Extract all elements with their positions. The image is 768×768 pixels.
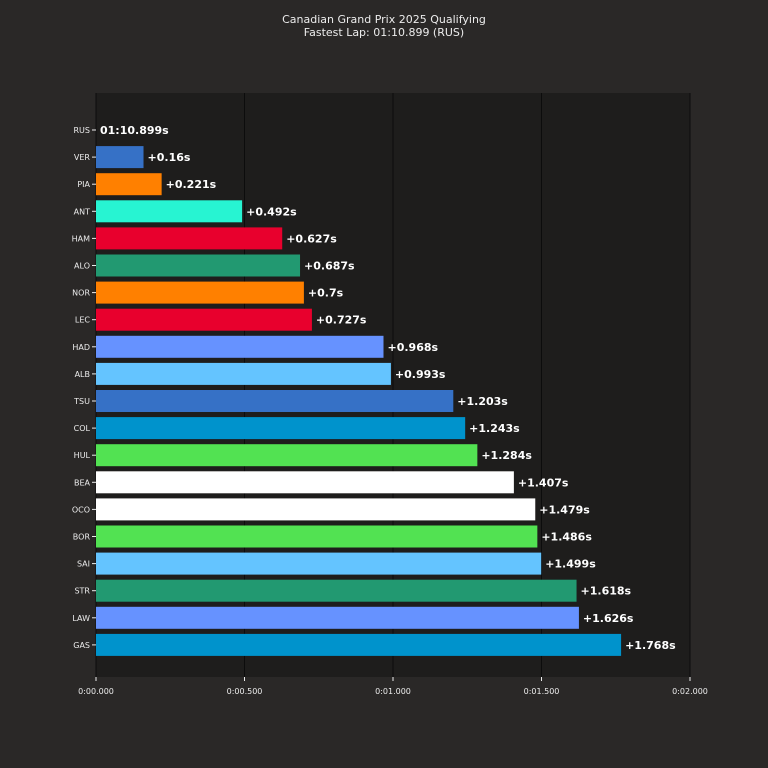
bar-bor — [96, 525, 538, 548]
data-label: +1.407s — [518, 476, 569, 489]
data-label: +0.627s — [286, 232, 337, 245]
chart-subtitle: Fastest Lap: 01:10.899 (RUS) — [303, 26, 465, 39]
bar-hul — [96, 444, 478, 467]
bar-lec — [96, 308, 312, 331]
y-tick-label: GAS — [73, 641, 90, 650]
data-label: +1.768s — [625, 639, 676, 652]
y-tick-label: STR — [74, 587, 90, 596]
x-tick-label: 0:01.000 — [375, 687, 411, 696]
bar-tsu — [96, 390, 454, 412]
bar-alo — [96, 254, 301, 277]
data-label: +1.479s — [539, 503, 590, 516]
x-tick-label: 0:00.500 — [227, 687, 263, 696]
y-tick-label: BEA — [74, 478, 91, 487]
y-tick-label: VER — [74, 153, 91, 162]
data-label: +0.968s — [387, 341, 438, 354]
x-tick-label: 0:01.500 — [524, 687, 560, 696]
y-tick-label: HUL — [74, 451, 91, 460]
bar-gas — [96, 633, 622, 656]
x-tick-label: 0:00.000 — [78, 687, 114, 696]
y-tick-label: LAW — [72, 614, 90, 623]
y-tick-label: ANT — [74, 207, 90, 216]
data-labels: 01:10.899s +0.16s +0.221s +0.492s +0.627s +0.… — [100, 124, 676, 652]
data-label: +0.687s — [304, 260, 355, 273]
bar-col — [96, 417, 466, 440]
bar-str — [96, 579, 577, 602]
y-tick-label: PIA — [77, 180, 90, 189]
y-tick-label: TSU — [73, 397, 90, 406]
data-label: +0.16s — [148, 151, 191, 164]
bar-oco — [96, 498, 536, 521]
y-tick-label: ALB — [75, 370, 90, 379]
y-tick-label: BOR — [73, 533, 91, 542]
data-label: 01:10.899s — [100, 124, 169, 137]
data-label: +1.203s — [457, 395, 508, 408]
data-label: +0.7s — [308, 287, 344, 300]
y-tick-label: ALO — [74, 262, 90, 271]
x-axis: 0:00.000 0:00.500 0:01.000 0:01.500 0:02.000 — [78, 677, 708, 696]
y-tick-label: LEC — [75, 316, 91, 325]
y-tick-label: HAM — [72, 234, 90, 243]
bar-bea — [96, 471, 514, 494]
data-label: +1.618s — [581, 585, 632, 598]
data-label: +0.492s — [246, 205, 297, 218]
x-tick-label: 0:02.000 — [672, 687, 708, 696]
bars — [96, 146, 622, 656]
data-label: +1.486s — [541, 531, 592, 544]
y-tick-label: SAI — [77, 560, 90, 569]
data-label: +1.243s — [469, 422, 520, 435]
bar-ver — [96, 146, 144, 169]
data-label: +0.993s — [395, 368, 446, 381]
data-label: +1.499s — [545, 558, 596, 571]
bar-pia — [96, 173, 162, 196]
y-axis: RUS VER PIA ANT HAM ALO NOR LEC HAD ALB TSU COL HUL B… — [72, 126, 96, 650]
bar-law — [96, 606, 579, 629]
y-tick-label: COL — [74, 424, 91, 433]
bar-had — [96, 335, 384, 358]
y-tick-label: HAD — [72, 343, 90, 352]
chart-title: Canadian Grand Prix 2025 Qualifying — [282, 13, 486, 26]
y-tick-label: OCO — [72, 505, 90, 514]
bar-ant — [96, 200, 243, 223]
data-label: +1.284s — [481, 449, 532, 462]
data-label: +0.221s — [166, 178, 217, 191]
data-label: +1.626s — [583, 612, 634, 625]
bar-alb — [96, 362, 391, 385]
bar-sai — [96, 552, 542, 575]
bar-nor — [96, 281, 304, 304]
bar-ham — [96, 227, 283, 250]
y-tick-label: NOR — [72, 289, 90, 298]
y-tick-label: RUS — [74, 126, 91, 135]
chart-title-block: Canadian Grand Prix 2025 Qualifying Fast… — [0, 13, 768, 39]
data-label: +0.727s — [316, 314, 367, 327]
